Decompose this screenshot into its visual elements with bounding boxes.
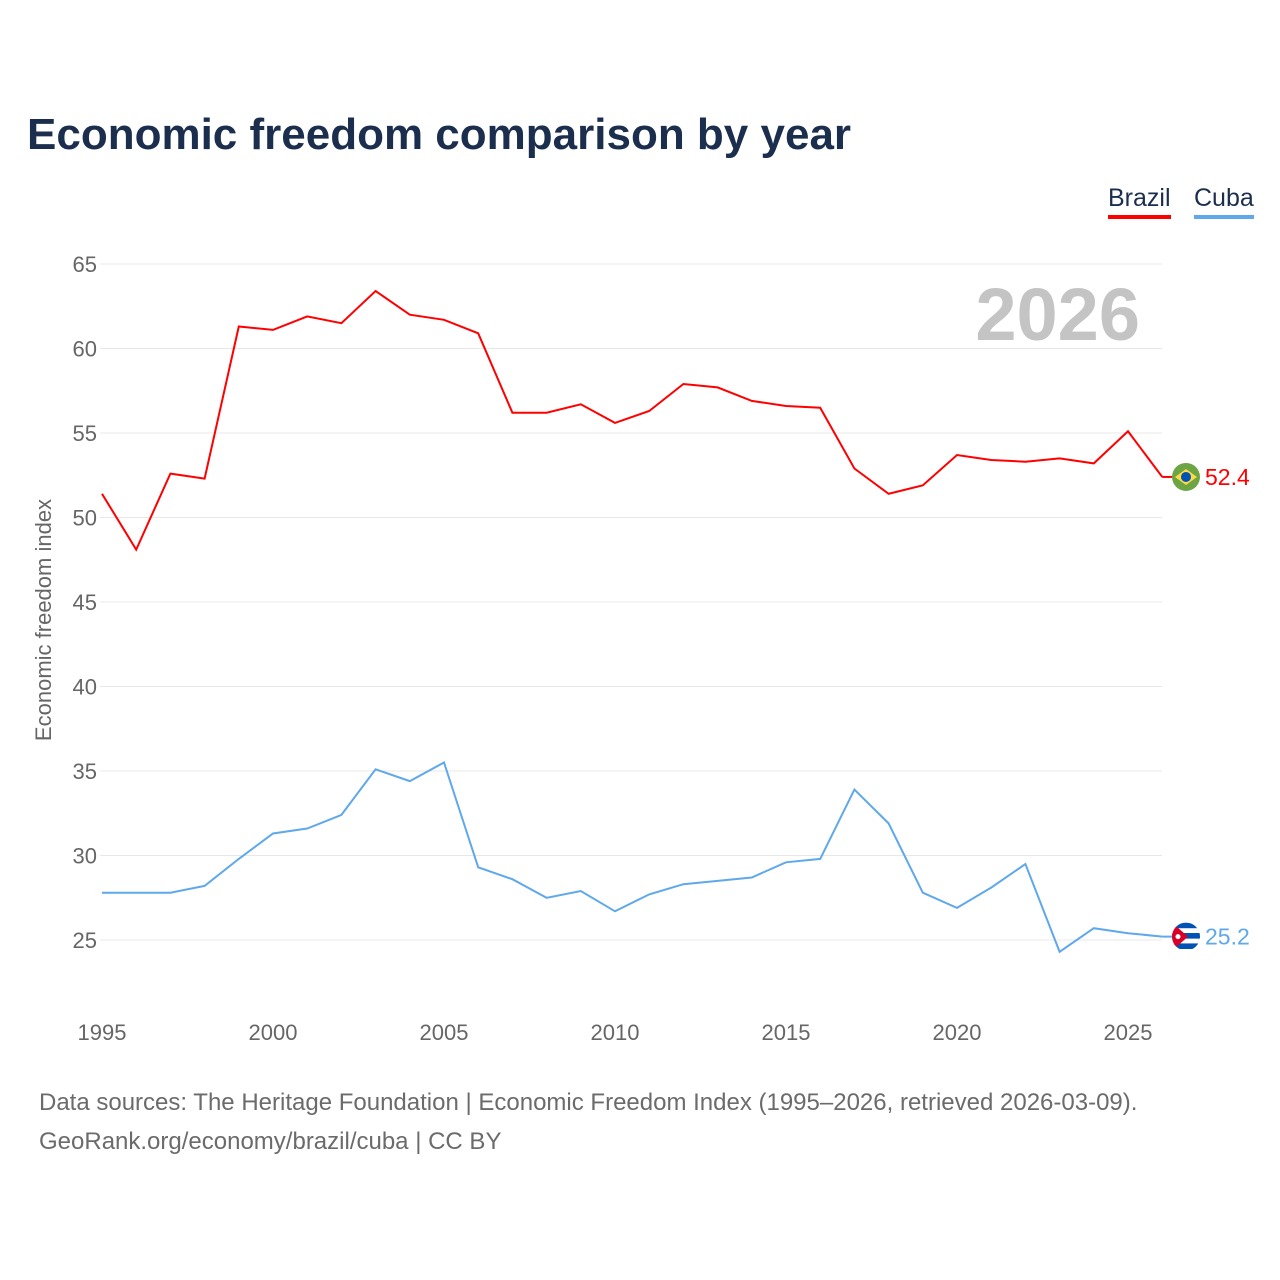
y-tick-label: 60 <box>73 337 97 362</box>
x-tick-label: 2010 <box>591 1020 640 1045</box>
x-tick-label: 2020 <box>933 1020 982 1045</box>
x-tick-label: 2000 <box>249 1020 298 1045</box>
chart-title: Economic freedom comparison by year <box>27 110 852 159</box>
y-tick-label: 45 <box>73 590 97 615</box>
y-tick-label: 55 <box>73 421 97 446</box>
y-tick-label: 65 <box>73 252 97 277</box>
series-line-brazil[interactable] <box>101 289 1163 552</box>
x-tick-label: 2005 <box>420 1020 469 1045</box>
x-tick-label: 1995 <box>78 1020 127 1045</box>
y-axis-label: Economic freedom index <box>31 499 56 741</box>
end-value-label: 25.2 <box>1205 924 1250 950</box>
source-line-2[interactable]: GeoRank.org/economy/brazil/cuba | CC BY <box>39 1128 502 1155</box>
y-tick-label: 30 <box>73 844 97 869</box>
legend-brazil[interactable]: Brazil <box>1108 184 1171 219</box>
legend-cuba[interactable]: Cuba <box>1194 184 1254 219</box>
series-line-cuba[interactable] <box>102 761 1163 954</box>
year-watermark: 2026 <box>975 273 1140 356</box>
y-tick-label: 35 <box>73 759 97 784</box>
end-value-label: 52.4 <box>1205 464 1250 490</box>
source-line-1: Data sources: The Heritage Foundation | … <box>39 1089 1138 1116</box>
y-tick-label: 25 <box>73 928 97 953</box>
cuba-flag-icon <box>1172 922 1200 951</box>
brazil-flag-icon <box>1172 462 1200 491</box>
y-tick-label: 40 <box>73 675 97 700</box>
x-tick-label: 2025 <box>1104 1020 1153 1045</box>
x-tick-label: 2015 <box>762 1020 811 1045</box>
y-tick-label: 50 <box>73 506 97 531</box>
